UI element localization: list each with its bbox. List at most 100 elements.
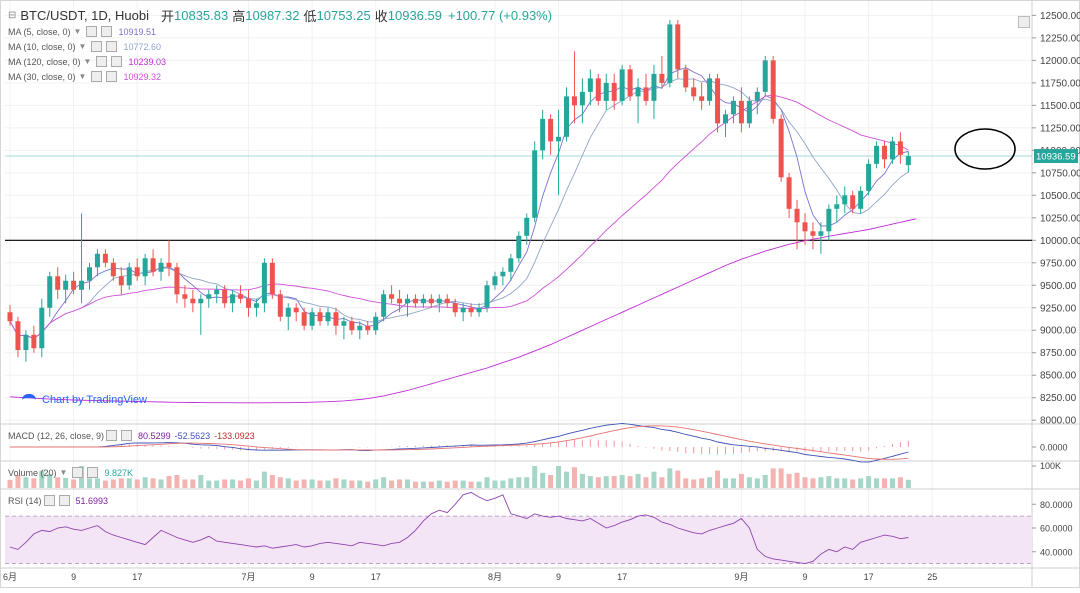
candle [261,258,267,313]
macd-tick-label: 0.0000 [1040,443,1068,453]
candle [643,73,649,106]
candle [826,204,832,241]
y-tick-label: 11750.00 [1040,78,1080,89]
volume-bar [158,479,164,488]
candle [230,289,236,313]
candle-body [834,204,840,209]
volume-bar [7,479,13,488]
candle-body [683,69,689,88]
candle [174,262,180,304]
volume-bar [405,479,410,488]
settings-icon[interactable] [58,495,70,506]
collapse-icon[interactable]: ⊟ [8,9,17,21]
legend-header: ⊟ BTC/USDT, 1D, Huobi 开 10835.83 高 10987.3… [8,6,552,24]
settings-icon[interactable] [106,41,118,52]
candle-body [381,294,387,317]
rsi-legend: RSI (14) 51.6993 [8,495,108,506]
candle-body [651,73,657,101]
candle-body [142,258,148,277]
volume-bar [87,478,92,488]
settings-icon[interactable] [121,430,133,441]
candle [198,294,204,335]
settings-icon[interactable] [101,26,113,37]
candle-body [198,298,204,304]
volume-bar [826,476,832,488]
x-tick-label: 9月 [734,572,748,582]
volume-bar [397,479,403,488]
volume-bar [850,479,856,488]
macd-value-2: -52.5623 [174,430,211,441]
eye-icon[interactable] [96,56,108,67]
candle [15,316,21,358]
candle [405,294,410,317]
x-tick-label: 9 [556,572,561,582]
volume-bar [492,480,498,488]
candle [715,73,721,133]
candle-body [325,312,331,322]
candle-body [826,208,832,232]
volume-bar [834,478,840,488]
volume-bar [118,478,124,488]
candle [746,96,752,128]
candle-body [373,316,379,331]
volume-bar [556,466,562,488]
settings-icon[interactable] [106,71,118,82]
candle-body [293,307,299,313]
volume-bar [412,481,418,488]
chevron-down-icon[interactable]: ▼ [59,468,68,477]
chevron-down-icon[interactable]: ▼ [83,57,92,66]
volume-bar [468,481,474,488]
x-tick-label: 17 [371,572,381,582]
volume-bar [802,477,808,488]
candle-body [882,145,887,160]
ma-line [9,218,917,404]
volume-bar [754,478,760,488]
settings-icon[interactable] [87,467,99,478]
candle-body [866,163,872,191]
volume-bar [420,481,426,488]
volume-bar [301,479,307,488]
eye-icon[interactable] [72,467,84,478]
eye-icon[interactable] [91,41,103,52]
volume-bar [715,470,721,488]
candle [667,19,673,88]
settings-icon[interactable] [111,56,123,67]
macd-legend: MACD (12, 26, close, 9) 80.5299 -52.5623… [8,430,255,441]
eye-icon[interactable] [91,71,103,82]
candle [47,271,53,317]
indicator-row: MA (5, close, 0) ▼ 10919.51 [8,24,552,39]
eye-icon[interactable] [43,495,55,506]
candle-body [643,87,649,101]
x-tick-label: 9 [802,572,807,582]
eye-icon[interactable] [86,26,98,37]
candle-body [285,307,291,317]
candle [341,316,347,340]
candle [540,109,546,160]
candle [691,78,697,101]
open-value: 10835.83 [174,7,229,23]
rsi-label: RSI (14) [8,495,42,506]
candle [516,231,522,263]
chevron-down-icon[interactable]: ▼ [73,27,82,36]
y-tick-label: 9500.00 [1040,281,1077,292]
candle [293,303,299,322]
settings-icon[interactable] [1018,16,1030,28]
volume-bar [126,478,132,488]
chevron-down-icon[interactable]: ▼ [78,42,87,51]
chevron-down-icon[interactable]: ▼ [78,72,87,81]
candle [874,141,880,169]
volume-bar [190,479,196,488]
candle-body [150,258,156,272]
candle-body [230,294,236,304]
candle [182,285,188,308]
x-tick-label: 7月 [241,572,255,582]
volume-bar [619,475,625,488]
x-tick-label: 17 [132,572,142,582]
volume-bar [675,470,681,488]
eye-icon[interactable] [106,430,118,441]
candle-body [63,280,69,290]
candle [707,73,713,106]
tradingview-attribution[interactable]: Chart by TradingView [22,394,147,406]
candle [238,285,244,304]
